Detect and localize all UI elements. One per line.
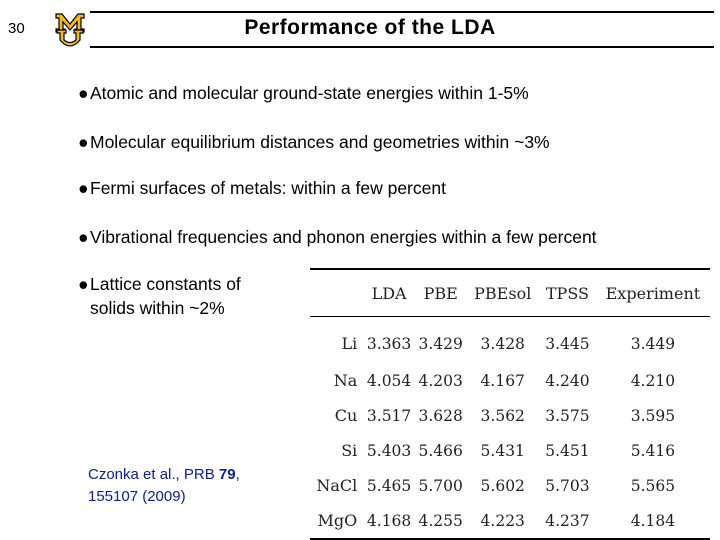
table-cell: 4.223 xyxy=(466,503,539,540)
bullet-fermi: ●Fermi surfaces of metals: within a few … xyxy=(78,176,446,200)
table-cell: 5.416 xyxy=(630,441,676,460)
bullet-phonons: ●Vibrational frequencies and phonon ener… xyxy=(78,225,597,249)
column-header xyxy=(310,268,364,317)
citation-prefix: Czonka et al., PRB xyxy=(88,466,219,483)
column-header: PBE xyxy=(414,268,467,317)
table-cell: 5.466 xyxy=(418,441,463,460)
table-cell: 3.428 xyxy=(480,334,525,353)
table-row: MgO 4.168 4.255 4.223 4.237 4.184 xyxy=(310,503,710,540)
table-header-row: LDA PBE PBEsol TPSS Experiment xyxy=(310,268,710,317)
table-row: Si 5.403 5.466 5.431 5.451 5.416 xyxy=(310,433,710,468)
header-top-rule xyxy=(90,11,714,13)
column-header: PBEsol xyxy=(466,268,539,317)
bullet-text: Fermi surfaces of metals: within a few p… xyxy=(90,178,446,198)
lattice-line2: solids within ~2% xyxy=(90,298,225,318)
table-cell: 4.255 xyxy=(414,503,467,540)
row-label: NaCl xyxy=(316,476,358,495)
citation-volume: 79 xyxy=(218,466,236,483)
table-cell: 4.168 xyxy=(363,503,415,540)
table-cell: 4.210 xyxy=(630,371,676,390)
bullet-geometries: ●Molecular equilibrium distances and geo… xyxy=(78,130,550,154)
table-cell: 3.562 xyxy=(480,406,525,425)
university-logo xyxy=(55,13,85,47)
table-row: NaCl 5.465 5.700 5.602 5.703 5.565 xyxy=(310,468,710,503)
table-cell: 3.517 xyxy=(366,406,412,425)
table-cell: 4.240 xyxy=(545,371,590,390)
bullet-marker: ● xyxy=(78,132,89,152)
lattice-constants-table: LDA PBE PBEsol TPSS Experiment Li 3.363 … xyxy=(310,268,710,540)
bullet-marker: ● xyxy=(78,83,89,103)
table-cell: 5.602 xyxy=(480,476,525,495)
table-cell: 5.565 xyxy=(630,476,676,495)
bullet-text: Molecular equilibrium distances and geom… xyxy=(90,132,550,152)
table-cell: 3.449 xyxy=(630,334,676,353)
column-header: LDA xyxy=(363,268,415,317)
column-header: Experiment xyxy=(595,268,710,317)
lattice-line1: Lattice constants of xyxy=(90,274,241,294)
table-cell: 4.237 xyxy=(539,503,596,540)
table-cell: 5.465 xyxy=(366,476,412,495)
bullet-marker: ● xyxy=(78,274,89,294)
table-row: Cu 3.517 3.628 3.562 3.575 3.595 xyxy=(310,398,710,433)
bullet-marker: ● xyxy=(78,178,89,198)
table-row: Li 3.363 3.429 3.428 3.445 3.449 xyxy=(310,317,710,364)
table-cell: 4.167 xyxy=(480,371,525,390)
table-cell: 3.628 xyxy=(418,406,463,425)
slide-number: 30 xyxy=(8,20,25,37)
table-cell: 5.451 xyxy=(545,441,590,460)
row-label: MgO xyxy=(310,503,364,540)
table-cell: 3.429 xyxy=(418,334,463,353)
table-cell: 3.595 xyxy=(630,406,676,425)
bullet-energies: ●Atomic and molecular ground-state energ… xyxy=(78,81,529,105)
slide-title: Performance of the LDA xyxy=(244,16,496,39)
table-cell: 4.203 xyxy=(418,371,463,390)
table-cell: 3.575 xyxy=(545,406,590,425)
table-cell: 3.445 xyxy=(545,334,590,353)
citation-pages: 155107 (2009) xyxy=(88,488,186,505)
table-cell: 3.363 xyxy=(366,334,412,353)
bullet-marker: ● xyxy=(78,227,89,247)
table-cell: 5.703 xyxy=(545,476,590,495)
row-label: Li xyxy=(341,334,358,353)
table-cell: 4.184 xyxy=(595,503,710,540)
citation: Czonka et al., PRB 79, 155107 (2009) xyxy=(88,464,288,508)
table-cell: 5.403 xyxy=(366,441,412,460)
bullet-text: Atomic and molecular ground-state energi… xyxy=(90,83,529,103)
citation-suffix: , xyxy=(235,466,240,483)
table-cell: 4.054 xyxy=(366,371,412,390)
table-row: Na 4.054 4.203 4.167 4.240 4.210 xyxy=(310,363,710,398)
column-header: TPSS xyxy=(539,268,596,317)
bullet-text: Vibrational frequencies and phonon energ… xyxy=(90,227,597,247)
row-label: Na xyxy=(333,371,358,390)
row-label: Si xyxy=(341,441,358,460)
table-cell: 5.431 xyxy=(480,441,525,460)
row-label: Cu xyxy=(334,406,358,425)
bullet-lattice: ●Lattice constants of solids within ~2% xyxy=(78,272,308,320)
header-bottom-rule xyxy=(90,46,714,48)
table-cell: 5.700 xyxy=(418,476,463,495)
